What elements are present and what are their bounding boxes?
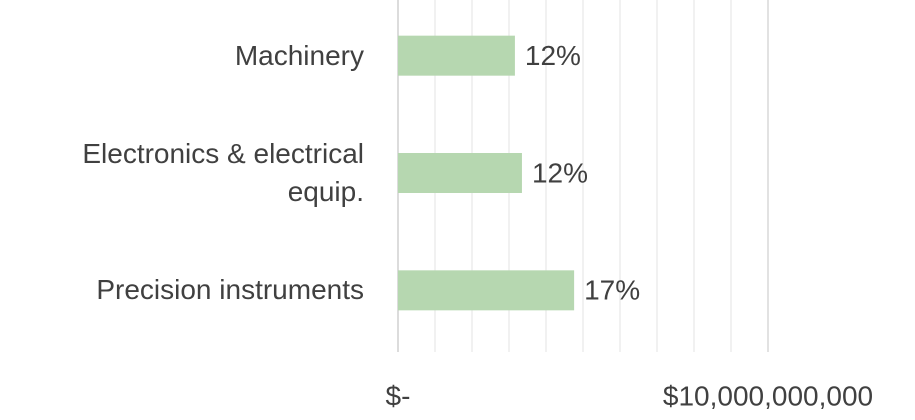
data-label: 17%	[584, 275, 640, 306]
y-tick-label: Machinery	[234, 39, 364, 71]
bar	[398, 270, 575, 311]
y-tick-label: Electronics & electrical equip.	[82, 138, 364, 207]
data-label: 12%	[525, 40, 581, 71]
bar	[398, 35, 515, 76]
x-tick-label: $-	[386, 380, 411, 411]
x-tick-label: $10,000,000,000	[663, 380, 873, 411]
bar	[398, 153, 522, 193]
y-tick-label: Precision instruments	[96, 274, 364, 306]
data-label: 12%	[532, 157, 588, 188]
